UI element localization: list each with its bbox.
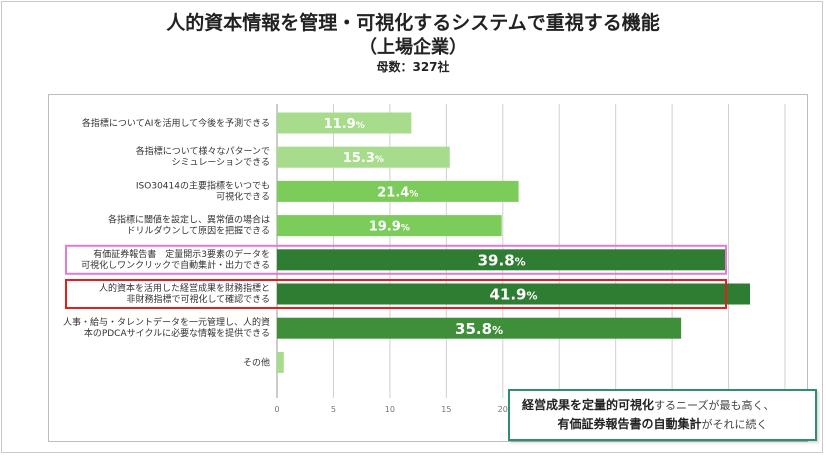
category-label: 可視化しワンクリックで自動集計・出力できる <box>81 259 270 271</box>
bar <box>277 215 502 237</box>
value-label: 39.8% <box>478 252 526 270</box>
value-label: 15.3% <box>343 151 384 166</box>
value-label: 21.4% <box>377 185 418 200</box>
callout-line-1-bold: 経営成果を定量的可視化 <box>522 398 655 412</box>
category-label: 各指標について様々なパターンで <box>136 145 270 157</box>
callout-box: 経営成果を定量的可視化するニーズが最も高く、 有価証券報告書の自動集計がそれに続… <box>508 389 817 441</box>
category-label: その他 <box>243 356 270 368</box>
bar <box>277 112 412 134</box>
category-label: 各指標に閾値を設定し、異常値の場合は <box>108 214 270 226</box>
x-tick-label: 10 <box>385 405 395 414</box>
bar <box>277 146 450 168</box>
x-tick-label: 0 <box>274 405 279 414</box>
category-label: 本のPDCAサイクルに必要な情報を提供できる <box>84 327 270 339</box>
category-label: 有価証券報告書 定量開示3要素のデータを <box>93 248 270 260</box>
highlight-box <box>65 279 727 309</box>
category-label: 人事・給与・タレントデータを一元管理し、人的資 <box>63 316 270 328</box>
category-label: 非財務指標で可視化して確認できる <box>126 293 270 305</box>
category-label: 人的資本を活用した経営成果を財務指標と <box>99 282 270 294</box>
sample-size: 母数：327社 <box>376 60 450 74</box>
value-label: 35.8% <box>455 320 503 338</box>
callout-line-2-rest: がそれに続く <box>701 418 768 431</box>
bar <box>277 351 284 373</box>
category-label: 可視化できる <box>216 190 270 202</box>
x-tick-label: 20 <box>498 405 508 414</box>
value-label: 41.9% <box>489 286 537 304</box>
bar <box>277 180 519 202</box>
value-label: 11.9% <box>324 117 365 132</box>
highlight-box <box>65 244 727 275</box>
chart-title: 人的資本情報を管理・可視化するシステムで重視する機能 <box>166 12 660 34</box>
category-label: 各指標についてAIを活用して今後を予測できる <box>82 117 270 129</box>
bar <box>277 317 682 339</box>
chart-subtitle: （上場企業） <box>359 37 467 58</box>
bar <box>277 283 751 305</box>
category-label: ISO30414の主要指標をいつでも <box>136 179 270 191</box>
callout-line-1: 経営成果を定量的可視化するニーズが最も高く、 <box>510 396 815 415</box>
callout-line-1-rest: するニーズが最も高く、 <box>654 399 775 412</box>
category-label: ドリルダウンして原因を把握できる <box>126 225 270 237</box>
x-tick-label: 15 <box>441 405 451 414</box>
value-label: 19.9% <box>369 220 410 235</box>
callout-line-2: 有価証券報告書の自動集計がそれに続く <box>510 415 815 434</box>
value-label: 0.6% <box>288 356 318 370</box>
callout-line-2-bold: 有価証券報告書の自動集計 <box>557 417 702 431</box>
category-label: シミュレーションできる <box>172 157 270 168</box>
x-tick-label: 5 <box>331 405 336 414</box>
bar <box>277 249 727 271</box>
